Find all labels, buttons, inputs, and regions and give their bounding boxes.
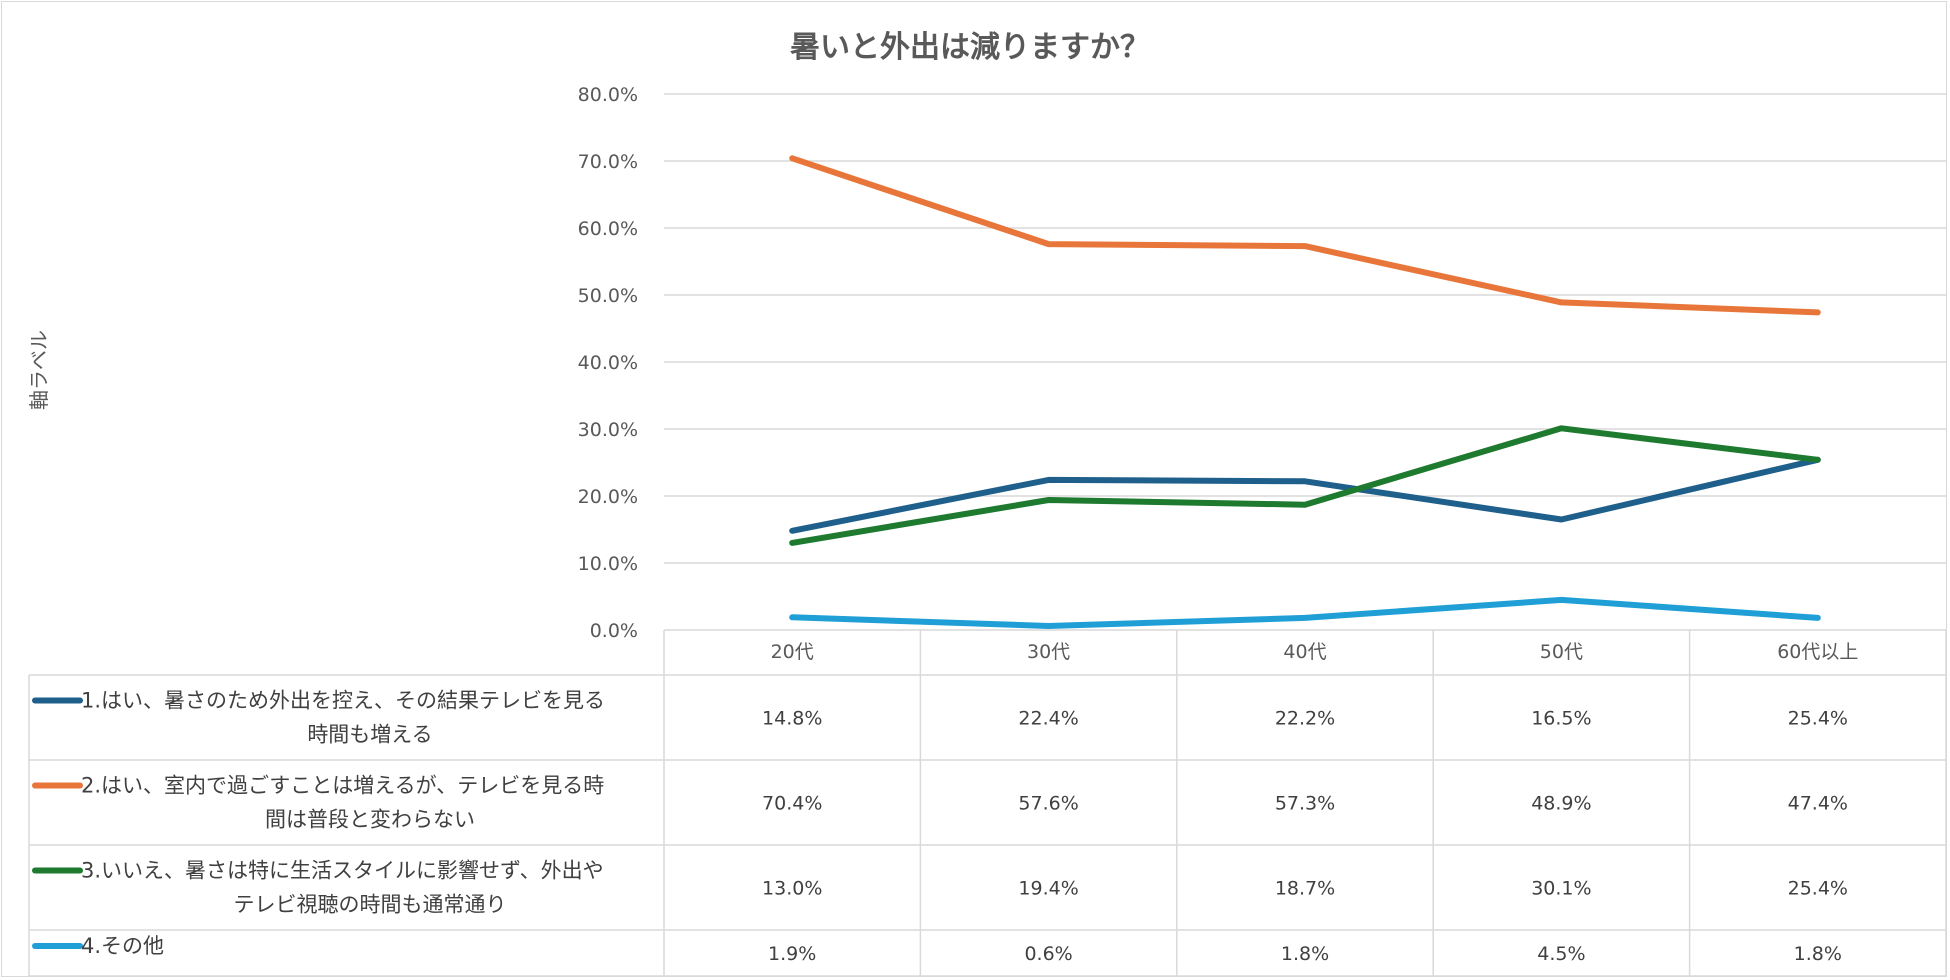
y-tick-label: 50.0% (578, 285, 638, 307)
legend-label: 2.はい、室内で過ごすことは増えるが、テレビを見る時 (81, 774, 604, 798)
gridlines (664, 93, 1946, 631)
table-cell: 13.0% (762, 878, 822, 900)
x-tick-label: 60代以上 (1777, 641, 1858, 663)
table-cell: 16.5% (1531, 708, 1591, 730)
y-tick-label: 10.0% (578, 553, 638, 575)
series-line (789, 425, 1821, 546)
table-cell: 14.8% (762, 708, 822, 730)
data-table: 20代 30代 40代 50代 60代以上 1.はい、暑さのため外出を控え、その結果テレビ… (28, 630, 1947, 977)
y-tick-label: 60.0% (578, 218, 638, 240)
legend-label: 間は普段と変わらない (265, 808, 475, 832)
series-line (789, 596, 1821, 629)
series-lines (789, 155, 1821, 629)
chart-title-text: 暑いと外出は減りますか？ (790, 30, 1150, 65)
table-cell: 1.8% (1281, 943, 1329, 965)
legend-label: 1.はい、暑さのため外出を控え、その結果テレビを見る (81, 689, 605, 713)
legend-label: 4.その他 (81, 934, 164, 958)
y-tick-label: 30.0% (578, 419, 638, 441)
table-cell: 25.4% (1788, 878, 1848, 900)
table-cell: 1.9% (768, 943, 816, 965)
y-tick-label: 70.0% (578, 151, 638, 173)
table-cell: 0.6% (1024, 943, 1072, 965)
table-cell: 57.3% (1275, 793, 1335, 815)
table-cell: 70.4% (762, 793, 822, 815)
table-cell: 22.2% (1275, 708, 1335, 730)
table-cell: 57.6% (1018, 793, 1078, 815)
y-tick-label: 0.0% (590, 620, 638, 642)
legend-label: テレビ視聴の時間も通常通り (234, 893, 507, 917)
table-cell: 48.9% (1531, 793, 1591, 815)
table-cell: 19.4% (1018, 878, 1078, 900)
legend-label: 時間も増える (307, 723, 432, 747)
table-cell: 4.5% (1537, 943, 1585, 965)
series-line (789, 155, 1821, 316)
table-cell: 25.4% (1788, 708, 1848, 730)
y-axis-ticks: 0.0% 10.0% 20.0% 30.0% 40.0% 50.0% 60.0% 70.0% 8… (578, 84, 638, 642)
y-tick-label: 40.0% (578, 352, 638, 374)
series-line (789, 456, 1821, 534)
table-cell: 47.4% (1788, 793, 1848, 815)
table-cell: 22.4% (1018, 708, 1078, 730)
x-tick-label: 50代 (1540, 641, 1583, 663)
y-tick-label: 80.0% (578, 84, 638, 106)
y-tick-label: 20.0% (578, 486, 638, 508)
table-cell: 30.1% (1531, 878, 1591, 900)
x-tick-label: 20代 (771, 641, 814, 663)
table-cell: 18.7% (1275, 878, 1335, 900)
table-cell: 1.8% (1794, 943, 1842, 965)
x-tick-label: 30代 (1027, 641, 1070, 663)
chart-title: 暑いと外出は減りますか？ (0, 22, 1950, 66)
legend-label: 3.いいえ、暑さは特に生活スタイルに影響せず、外出や (81, 859, 604, 883)
x-tick-label: 40代 (1283, 641, 1326, 663)
